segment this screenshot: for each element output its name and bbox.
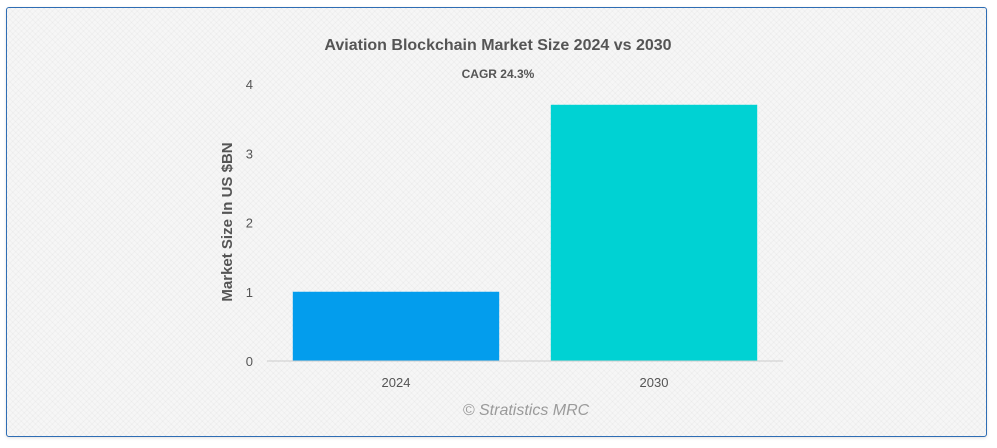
y-tick-label: 1: [246, 285, 253, 300]
bars-group: [292, 104, 758, 362]
bar-2030[interactable]: [550, 104, 758, 362]
y-tick-label: 4: [246, 77, 253, 92]
watermark-text: © Stratistics MRC: [463, 402, 590, 419]
y-tick-label: 0: [246, 354, 253, 369]
y-tick-label: 2: [246, 216, 253, 231]
chart-title: Aviation Blockchain Market Size 2024 vs …: [324, 37, 671, 54]
x-axis-ticks: 2024 2030: [382, 375, 669, 390]
x-tick-label: 2030: [640, 375, 669, 390]
bar-2024[interactable]: [292, 291, 500, 361]
chart-subtitle: CAGR 24.3%: [462, 67, 535, 81]
y-axis-label: Market Size In US $BN: [219, 142, 236, 301]
chart-frame: [6, 7, 987, 437]
x-tick-label: 2024: [382, 375, 411, 390]
y-axis-ticks: 0 1 2 3 4: [246, 77, 253, 369]
y-tick-label: 3: [246, 146, 253, 161]
